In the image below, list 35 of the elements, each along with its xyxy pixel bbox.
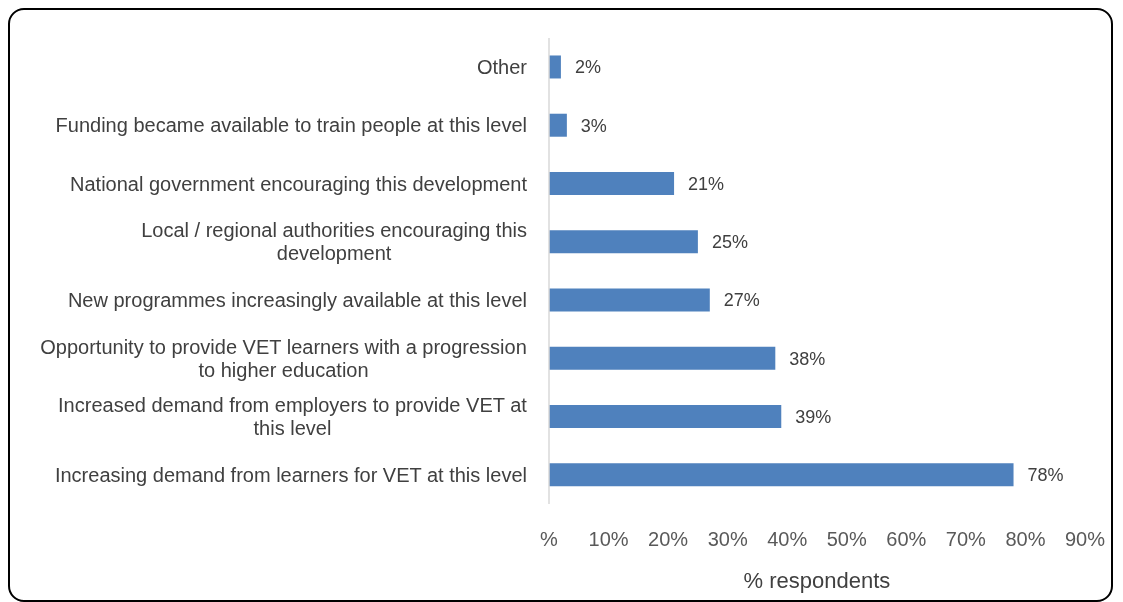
x-tick-label: 70% [945,528,987,551]
data-label: 39% [795,406,832,427]
data-label: 27% [723,290,760,311]
y-tick-label: Increasing demand from learners for VET at this level [54,463,527,486]
x-tick-label: 10% [588,528,629,551]
bar [549,463,1014,487]
bar [549,171,675,195]
x-tick-label: 40% [767,528,808,551]
bar [549,113,567,137]
x-tick-label: 60% [886,528,927,551]
y-tick-label: National government encouraging this development [70,172,528,195]
data-label: 3% [580,115,607,136]
y-tick-label: New programmes increasingly available at this level [67,289,527,312]
data-label: 2% [574,57,601,78]
x-tick-label: 20% [648,528,689,551]
bar [549,55,561,79]
data-label: 25% [711,232,748,253]
y-tick-label: Other [476,56,528,79]
y-tick-label: Increased demand from employers to provide VET at this level [58,394,528,440]
x-tick-label: 50% [826,528,868,551]
data-label: 78% [1027,465,1064,486]
x-tick-label: % [540,528,559,551]
bar [549,346,776,370]
y-tick-label: Opportunity to provide VET learners with a progression to higher education [40,335,527,381]
y-tick-label: Local / regional authorities encouraging this development [141,219,528,265]
data-label: 38% [789,348,826,369]
y-tick-label: Funding became available to train people at this level [55,114,527,137]
x-tick-label: 30% [707,528,748,551]
bar [549,404,782,428]
x-tick-label: 80% [1005,528,1046,551]
bar [549,288,710,312]
data-label: 21% [688,173,725,194]
x-axis-title: % respondents [743,568,891,593]
bar [549,230,698,254]
x-tick-label: 90% [1064,528,1106,551]
